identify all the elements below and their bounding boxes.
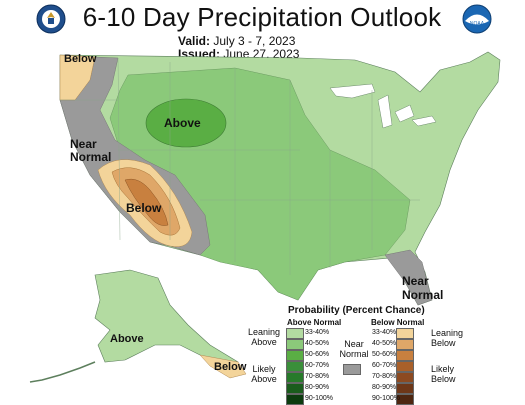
near-normal-florida-region bbox=[384, 249, 433, 306]
legend-leaning-above: Leaning Above bbox=[247, 327, 281, 347]
legend-above-range-6: 90-100% bbox=[305, 395, 334, 402]
label-alaska-se: Below bbox=[214, 361, 247, 373]
legend-likely-below: Likely Below bbox=[431, 364, 456, 384]
legend-below-swatch-0 bbox=[396, 328, 414, 339]
legend-below-header: Below Normal bbox=[371, 318, 425, 327]
alaska-se-below-region bbox=[199, 354, 247, 379]
legend-below-swatch-1 bbox=[396, 339, 414, 350]
alaska-region bbox=[94, 269, 239, 371]
legend-below-range-4: 70-80% bbox=[372, 373, 397, 380]
label-alaska: Above bbox=[110, 333, 144, 345]
legend-above-range-0: 33-40% bbox=[305, 329, 330, 336]
noaa-logo-icon: NOAA bbox=[462, 4, 492, 34]
legend-below-swatch-3 bbox=[396, 361, 414, 372]
legend-below-range-2: 50-60% bbox=[372, 351, 397, 358]
doc-seal-icon bbox=[36, 4, 66, 34]
map-title: 6-10 Day Precipitation Outlook bbox=[82, 2, 442, 32]
label-central-rockies: Above bbox=[164, 116, 201, 130]
legend-above-swatch-0 bbox=[286, 328, 304, 339]
legend-below-range-1: 40-50% bbox=[372, 340, 397, 347]
below-pnw-region bbox=[59, 54, 96, 101]
legend-above-header: Above Normal bbox=[287, 318, 342, 327]
legend-below-swatch-5 bbox=[396, 383, 414, 394]
legend-above-range-2: 50-60% bbox=[305, 351, 330, 358]
legend-above-swatch-3 bbox=[286, 361, 304, 372]
label-near-normal-west: Near Normal bbox=[70, 137, 111, 164]
legend-below-swatch-2 bbox=[396, 350, 414, 361]
label-florida-line1: Near bbox=[402, 274, 429, 288]
aleutian-islands bbox=[29, 361, 96, 383]
legend-below-range-5: 80-90% bbox=[372, 384, 397, 391]
legend-above-swatch-2 bbox=[286, 350, 304, 361]
legend-near-normal-label: Near Normal bbox=[339, 339, 369, 359]
legend-below-range-6: 90-100% bbox=[372, 395, 401, 402]
valid-line: Valid: July 3 - 7, 2023 bbox=[178, 34, 295, 48]
valid-dates: July 3 - 7, 2023 bbox=[213, 34, 296, 48]
great-lakes bbox=[329, 83, 437, 129]
below-sw-50-60-region bbox=[124, 178, 169, 226]
label-florida: Near Normal bbox=[402, 274, 443, 302]
state-boundaries bbox=[60, 57, 420, 275]
legend-above-range-4: 70-80% bbox=[305, 373, 330, 380]
legend-title: Probability (Percent Chance) bbox=[288, 305, 425, 316]
label-pacific-nw: Below bbox=[64, 53, 97, 65]
legend-above-range-3: 60-70% bbox=[305, 362, 330, 369]
legend-near-normal-swatch bbox=[343, 364, 361, 375]
legend-likely-above: Likely Above bbox=[251, 364, 277, 384]
legend-above-swatch-6 bbox=[286, 394, 304, 405]
legend-above-swatch-1 bbox=[286, 339, 304, 350]
legend-leaning-below: Leaning Below bbox=[431, 328, 464, 348]
noaa-logo-text: NOAA bbox=[470, 21, 485, 27]
legend-below-swatch-4 bbox=[396, 372, 414, 383]
above-50-60-region bbox=[145, 98, 227, 148]
label-near-normal-west-line1: Near bbox=[70, 137, 97, 151]
legend-above-swatch-4 bbox=[286, 372, 304, 383]
legend-above-range-1: 40-50% bbox=[305, 340, 330, 347]
legend-below-range-0: 33-40% bbox=[372, 329, 397, 336]
label-southwest: Below bbox=[126, 201, 162, 215]
legend-above-range-5: 80-90% bbox=[305, 384, 330, 391]
valid-label: Valid: bbox=[178, 34, 211, 48]
legend-above-swatch-5 bbox=[286, 383, 304, 394]
legend-below-range-3: 60-70% bbox=[372, 362, 397, 369]
label-florida-line2: Normal bbox=[402, 288, 443, 302]
label-near-normal-west-line2: Normal bbox=[70, 150, 111, 164]
